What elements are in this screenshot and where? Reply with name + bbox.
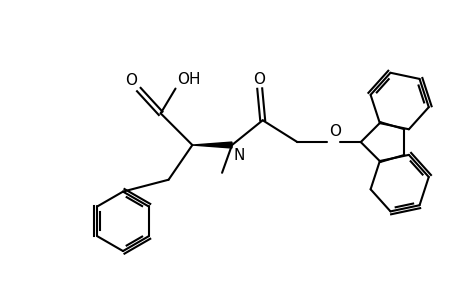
Text: OH: OH (177, 72, 201, 87)
Text: O: O (328, 124, 340, 139)
Text: O: O (124, 73, 137, 88)
Polygon shape (192, 142, 231, 148)
Text: O: O (252, 72, 264, 87)
Text: N: N (234, 148, 245, 163)
